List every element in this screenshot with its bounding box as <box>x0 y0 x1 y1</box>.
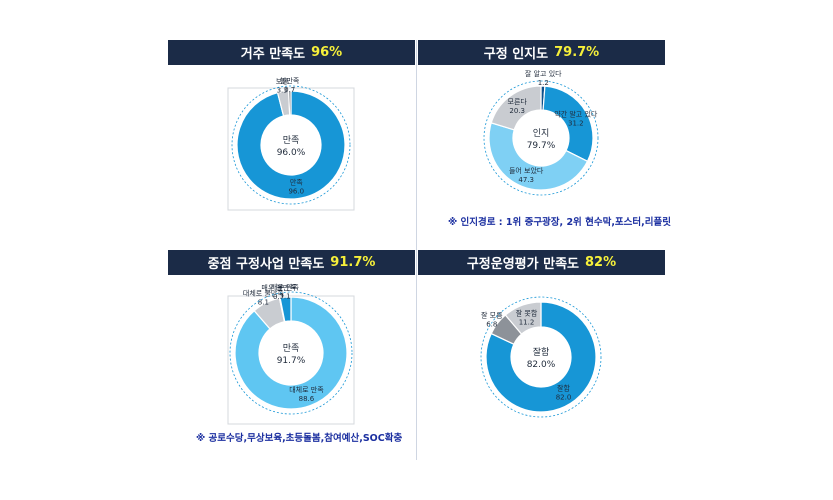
slice-value-label: 3.3 <box>277 87 288 95</box>
donut-center <box>512 328 570 386</box>
slice-value-label: 96.0 <box>288 188 304 196</box>
slice-label: 불만족 <box>280 76 300 85</box>
slice-value-label: 1.2 <box>538 79 549 87</box>
center-label: 만족 <box>283 135 300 146</box>
slice-value-label: 0.7 <box>284 86 295 94</box>
slice-label: 약간 알고 있다 <box>554 109 598 118</box>
panel-title: 구정 인지도 <box>483 47 549 62</box>
donut-slice <box>288 90 292 116</box>
dashed-guide-ring <box>480 296 602 418</box>
center-value: 79.7% <box>527 141 556 151</box>
donut-slice <box>234 296 348 410</box>
slice-value-label: 88.6 <box>299 395 315 403</box>
center-label: 잘함 <box>533 346 550 358</box>
panel-highlight: 91.7% <box>330 255 376 270</box>
panel-title: 중점 구정사업 만족도 <box>207 257 325 272</box>
panel-title: 거주 만족도 <box>240 47 306 62</box>
dashed-guide-ring <box>483 80 599 196</box>
slice-value-label: 6.8 <box>486 320 497 328</box>
slice-value-label: 82.0 <box>556 393 572 401</box>
panel-highlight: 96% <box>311 45 343 60</box>
slice-label: 잘 못함 <box>516 309 538 318</box>
slice-label: 매우 불만족 <box>261 283 296 292</box>
slice-label: 대체로 불만족 <box>243 288 284 297</box>
panel-note: ※ 인지경로 : 1위 중구광장, 2위 현수막,포스터,리플릿 <box>448 217 671 228</box>
donut-slice <box>504 301 542 335</box>
slice-label: 잘 알고 있다 <box>525 69 562 78</box>
slice-label: 잘 모름 <box>481 311 503 319</box>
panel-highlight: 79.7% <box>554 45 600 60</box>
center-value: 96.0% <box>277 148 306 158</box>
panel-header: 중점 구정사업 만족도 91.7% <box>168 250 415 275</box>
slice-value-label: 20.3 <box>509 107 525 115</box>
panel-header: 구정 인지도 79.7% <box>418 40 665 65</box>
slice-label: 매우 만족 <box>271 282 300 291</box>
slice-label: 잘함 <box>557 383 570 392</box>
panel-title: 구정운영평가 만족도 <box>466 257 580 272</box>
panel-highlight: 82% <box>585 255 617 270</box>
donut-slice <box>490 85 542 131</box>
panel-header: 구정운영평가 만족도 82% <box>418 250 665 275</box>
slice-value-label: 3.1 <box>279 292 290 300</box>
center-value: 91.7% <box>277 356 306 366</box>
slice-label: 보통 <box>276 78 289 86</box>
slice-value-label: 31.2 <box>568 119 584 127</box>
center-value: 82.0% <box>527 360 556 370</box>
panel-residential-satisfaction: 거주 만족도 96% <box>168 40 415 250</box>
center-label: 만족 <box>283 343 300 354</box>
donut-center <box>262 116 320 174</box>
slice-label: 모른다 <box>508 97 528 106</box>
slice-value-label: 8.1 <box>258 298 269 306</box>
donut-slice <box>485 301 597 413</box>
donut-center <box>260 322 322 384</box>
dashed-guide-ring <box>231 85 351 205</box>
chart-frame <box>227 87 355 211</box>
donut-slice <box>236 90 346 200</box>
center-label: 인지 <box>533 128 550 139</box>
slice-label: 대체로 만족 <box>289 385 324 394</box>
slice-value-label: 0.2 <box>273 293 284 301</box>
donut-slice <box>488 122 589 191</box>
panel-note: ※ 공로수당,무상보육,초등돌봄,참여예산,SOC확충 <box>196 433 403 444</box>
slice-value-label: 11.2 <box>519 319 535 327</box>
panel-divider <box>416 40 417 460</box>
chart-frame <box>227 295 355 425</box>
donut-center <box>514 111 568 165</box>
dashed-guide-ring <box>229 291 353 415</box>
slice-label: 만족 <box>290 178 303 187</box>
slice-label: 들어 보았다 <box>509 166 544 175</box>
slice-value-label: 47.3 <box>518 176 534 184</box>
donut-slice <box>279 296 292 323</box>
panel-header: 거주 만족도 96% <box>168 40 415 65</box>
